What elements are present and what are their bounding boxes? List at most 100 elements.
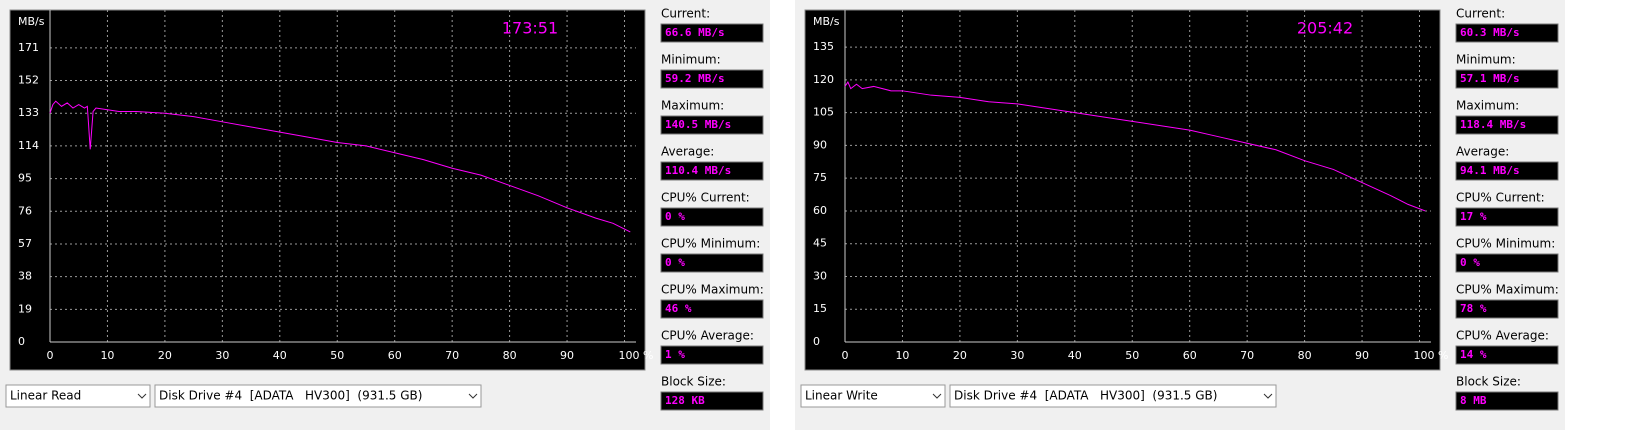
drive-text[interactable]: Disk Drive #4 [ADATA HV300] (931.5 GB) — [954, 389, 1217, 403]
stat-value: 128 KB — [665, 394, 705, 407]
x-tick-label: 60 — [388, 349, 402, 362]
stat-box — [1455, 23, 1559, 43]
stat-label: Average: — [1456, 145, 1509, 159]
y-tick-label: 30 — [813, 269, 827, 282]
mode-text[interactable]: Linear Read — [10, 389, 81, 403]
transfer-line — [49, 100, 631, 233]
dropdown-arrow — [137, 393, 147, 399]
stat-box — [1455, 115, 1559, 135]
x-tick-label: 50 — [1125, 349, 1139, 362]
stat-label: CPU% Minimum: — [1456, 237, 1555, 251]
stat-label: CPU% Current: — [661, 191, 750, 205]
x-tick-label: 10 — [895, 349, 909, 362]
stat-label: Maximum: — [1456, 99, 1519, 113]
stat-value: 17 % — [1460, 210, 1487, 223]
stat-value: 0 % — [1460, 256, 1480, 269]
y-tick-label: 60 — [813, 204, 827, 217]
stat-value: 0 % — [665, 256, 685, 269]
dropdown-arrow — [468, 393, 478, 399]
stat-box — [660, 207, 764, 227]
stat-label: Minimum: — [661, 53, 721, 67]
stat-box — [1455, 207, 1559, 227]
x-tick-label: 50 — [330, 349, 344, 362]
stat-box — [660, 345, 764, 365]
stat-label: Minimum: — [1456, 53, 1516, 67]
stat-box — [660, 23, 764, 43]
drive-select[interactable] — [949, 384, 1277, 408]
x-tick-label: 60 — [1183, 349, 1197, 362]
stat-value: 94.1 MB/s — [1460, 164, 1520, 177]
stat-label: Maximum: — [661, 99, 724, 113]
x-tick-label: 80 — [1298, 349, 1312, 362]
chart-frame — [9, 9, 646, 371]
y-tick-label: 57 — [18, 237, 32, 250]
y-tick-label: 152 — [18, 74, 39, 87]
stat-value: 0 % — [665, 210, 685, 223]
stat-value: 78 % — [1460, 302, 1487, 315]
y-tick-label: 38 — [18, 270, 32, 283]
y-tick-label: 76 — [18, 204, 32, 217]
x-tick-label: 20 — [953, 349, 967, 362]
y-tick-label: 114 — [18, 139, 39, 152]
x-tick-label: 80 — [503, 349, 517, 362]
x-tick-label: 70 — [1240, 349, 1254, 362]
stat-box — [660, 391, 764, 411]
stat-label: CPU% Minimum: — [661, 237, 760, 251]
stat-value: 59.2 MB/s — [665, 72, 725, 85]
x-tick-label: 90 — [560, 349, 574, 362]
x-tick-label: 30 — [215, 349, 229, 362]
x-tick-label: 30 — [1010, 349, 1024, 362]
mode-select[interactable] — [5, 384, 151, 408]
y-tick-label: 15 — [813, 302, 827, 315]
stat-value: 1 % — [665, 348, 685, 361]
dropdown-arrow — [932, 393, 942, 399]
stat-box — [1455, 391, 1559, 411]
y-tick-label: 171 — [18, 41, 39, 54]
stat-value: 140.5 MB/s — [665, 118, 731, 131]
x-tick-label: 40 — [1068, 349, 1082, 362]
stat-label: Current: — [1456, 7, 1505, 21]
x-tick-label: 100 % — [619, 349, 654, 362]
timer: 205:42 — [1297, 19, 1353, 38]
stat-label: CPU% Average: — [1456, 329, 1549, 343]
stat-value: 14 % — [1460, 348, 1487, 361]
y-tick-label: 75 — [813, 171, 827, 184]
x-tick-label: 0 — [842, 349, 849, 362]
y-unit-label: MB/s — [18, 15, 45, 28]
y-tick-label: 105 — [813, 106, 834, 119]
stat-box — [1455, 161, 1559, 181]
y-tick-label: 0 — [813, 335, 820, 348]
y-tick-label: 133 — [18, 106, 39, 119]
y-tick-label: 120 — [813, 73, 834, 86]
stat-label: Block Size: — [661, 375, 726, 389]
stat-label: CPU% Maximum: — [1456, 283, 1559, 297]
stat-box — [1455, 299, 1559, 319]
stat-value: 57.1 MB/s — [1460, 72, 1520, 85]
stat-label: Average: — [661, 145, 714, 159]
x-tick-label: 90 — [1355, 349, 1369, 362]
drive-select[interactable] — [154, 384, 482, 408]
mode-select[interactable] — [800, 384, 946, 408]
y-unit-label: MB/s — [813, 15, 840, 28]
stat-box — [660, 161, 764, 181]
stat-box — [1455, 345, 1559, 365]
stat-label: CPU% Maximum: — [661, 283, 764, 297]
x-tick-label: 100 % — [1414, 349, 1449, 362]
stat-value: 8 MB — [1460, 394, 1487, 407]
mode-text[interactable]: Linear Write — [805, 389, 878, 403]
y-tick-label: 19 — [18, 302, 32, 315]
stat-label: CPU% Average: — [661, 329, 754, 343]
y-tick-label: 90 — [813, 138, 827, 151]
x-tick-label: 10 — [100, 349, 114, 362]
stat-box — [660, 253, 764, 273]
stat-label: Block Size: — [1456, 375, 1521, 389]
x-tick-label: 0 — [47, 349, 54, 362]
drive-text[interactable]: Disk Drive #4 [ADATA HV300] (931.5 GB) — [159, 389, 422, 403]
dropdown-arrow — [1263, 393, 1273, 399]
stat-value: 60.3 MB/s — [1460, 26, 1520, 39]
timer: 173:51 — [502, 19, 558, 38]
stat-box — [660, 115, 764, 135]
transfer-line — [844, 81, 1426, 212]
stat-label: Current: — [661, 7, 710, 21]
